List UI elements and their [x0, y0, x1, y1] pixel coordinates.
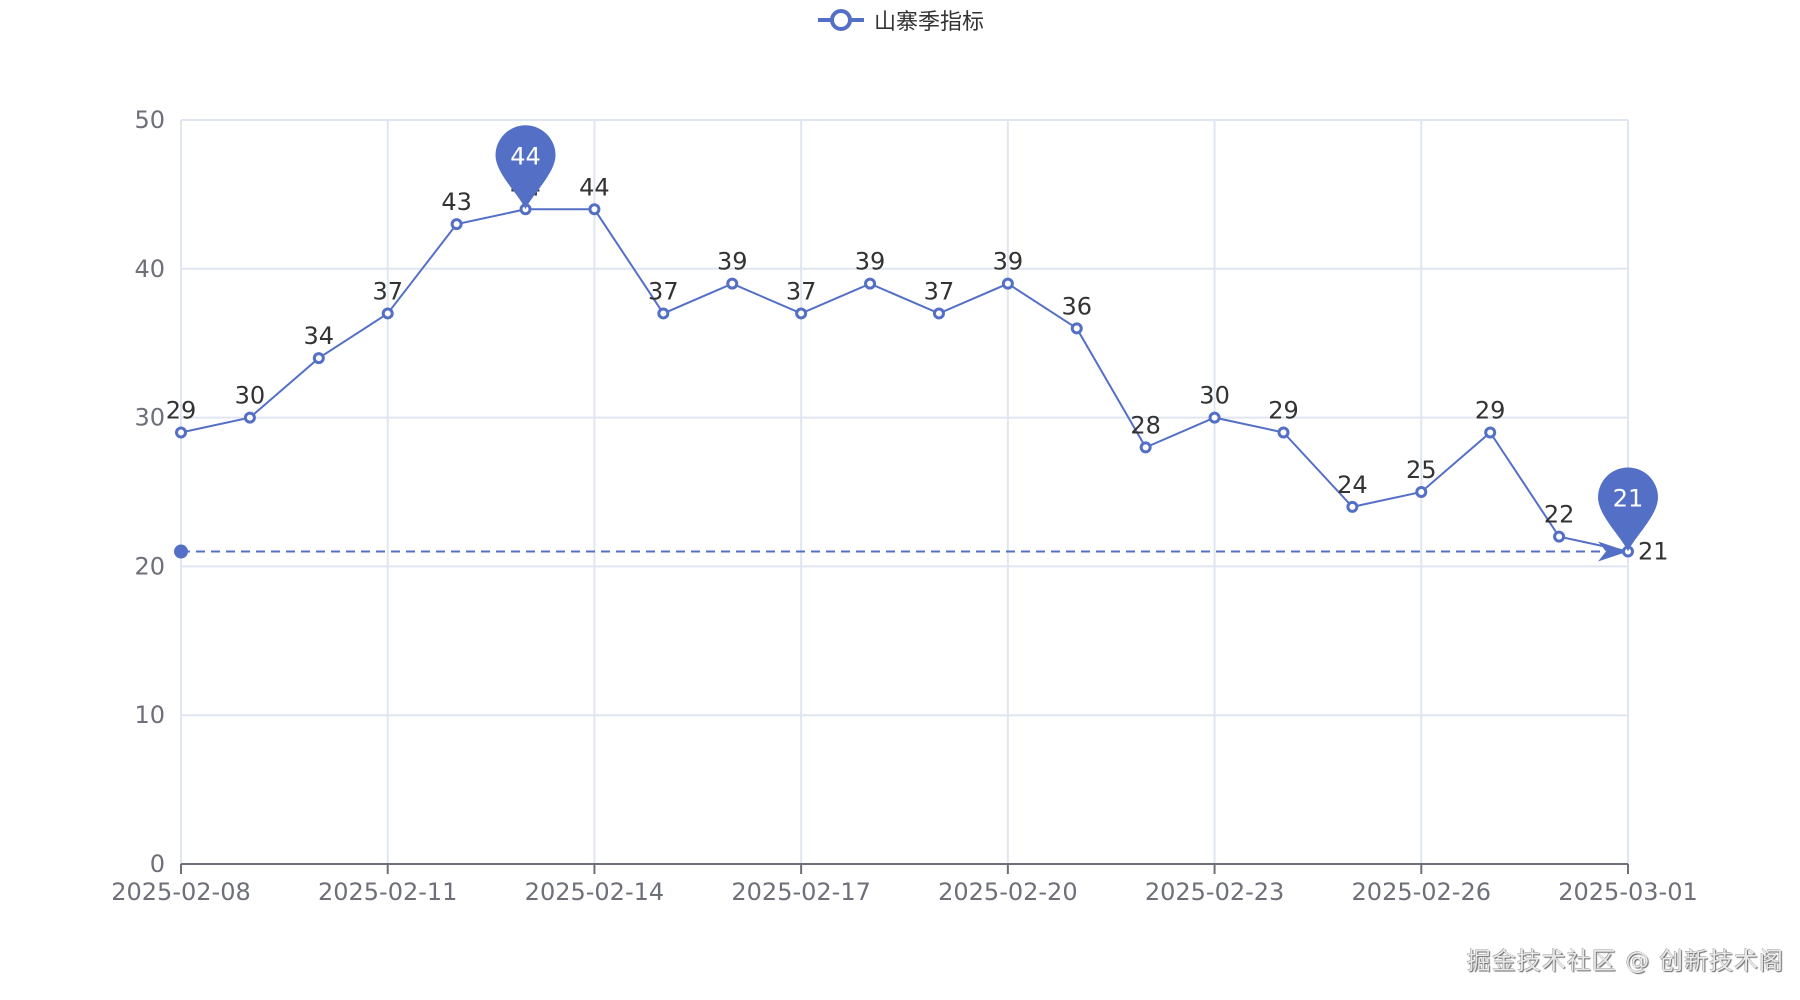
data-label: 29 — [1475, 396, 1506, 424]
data-point[interactable] — [1553, 530, 1566, 543]
data-point[interactable] — [588, 203, 601, 216]
data-point[interactable] — [864, 277, 877, 290]
mark-point-pin-icon — [1598, 467, 1658, 552]
data-label: 30 — [1199, 382, 1230, 410]
data-label: 29 — [166, 396, 197, 424]
data-point[interactable] — [450, 218, 463, 231]
y-tick-label: 0 — [150, 850, 165, 878]
data-label: 37 — [924, 277, 955, 305]
x-tick-label: 2025-02-20 — [938, 878, 1077, 906]
data-point[interactable] — [175, 426, 187, 439]
data-label: 22 — [1544, 501, 1575, 529]
x-tick-label: 2025-02-08 — [111, 878, 250, 906]
y-tick-label: 50 — [134, 106, 165, 134]
x-tick-label: 2025-02-11 — [318, 878, 457, 906]
y-tick-label: 10 — [134, 701, 165, 729]
series-line — [180, 208, 1629, 553]
x-tick-label: 2025-02-17 — [731, 878, 870, 906]
data-label: 43 — [441, 188, 472, 216]
y-tick-label: 40 — [134, 255, 165, 283]
data-label: 21 — [1638, 538, 1669, 566]
data-label: 37 — [648, 277, 679, 305]
y-tick-label: 20 — [134, 552, 165, 580]
data-label: 44 — [579, 173, 610, 201]
data-point[interactable] — [312, 352, 325, 365]
mark-point-label: 44 — [510, 142, 541, 170]
data-label: 28 — [1130, 411, 1161, 439]
data-point[interactable] — [1070, 322, 1083, 335]
x-tick-label: 2025-02-26 — [1352, 878, 1491, 906]
data-label: 39 — [855, 248, 886, 276]
legend[interactable]: 山寨季指标 — [0, 4, 1800, 36]
data-label: 36 — [1061, 292, 1092, 320]
data-label: 37 — [786, 277, 817, 305]
x-tick-label: 2025-03-01 — [1558, 878, 1697, 906]
data-point[interactable] — [1001, 277, 1014, 290]
data-point[interactable] — [657, 307, 670, 320]
x-tick-label: 2025-02-23 — [1145, 878, 1284, 906]
data-point[interactable] — [1139, 441, 1152, 454]
data-label: 30 — [235, 382, 266, 410]
data-label: 39 — [717, 248, 748, 276]
data-point[interactable] — [1415, 486, 1428, 498]
x-tick-label: 2025-02-14 — [525, 878, 664, 906]
data-point[interactable] — [243, 411, 256, 424]
data-label: 37 — [372, 277, 403, 305]
y-tick-label: 30 — [134, 404, 165, 432]
data-point[interactable] — [726, 277, 739, 290]
watermark: 掘金技术社区 @ 创新技术阁 — [1466, 947, 1784, 975]
data-point[interactable] — [1208, 411, 1221, 424]
data-point[interactable] — [1484, 426, 1497, 439]
data-point[interactable] — [381, 307, 394, 320]
data-label: 39 — [993, 248, 1024, 276]
mark-point-label: 21 — [1613, 485, 1644, 513]
mark-point-pin-icon — [495, 125, 556, 210]
data-point[interactable] — [795, 307, 808, 320]
data-point[interactable] — [1346, 500, 1359, 513]
data-label: 29 — [1268, 396, 1299, 424]
data-label: 34 — [304, 322, 335, 350]
data-label: 25 — [1406, 456, 1437, 484]
data-label: 24 — [1337, 471, 1368, 499]
data-point[interactable] — [1277, 426, 1290, 439]
legend-label: 山寨季指标 — [873, 10, 984, 35]
data-point[interactable] — [932, 307, 945, 320]
legend-line-circle-icon — [817, 9, 864, 31]
